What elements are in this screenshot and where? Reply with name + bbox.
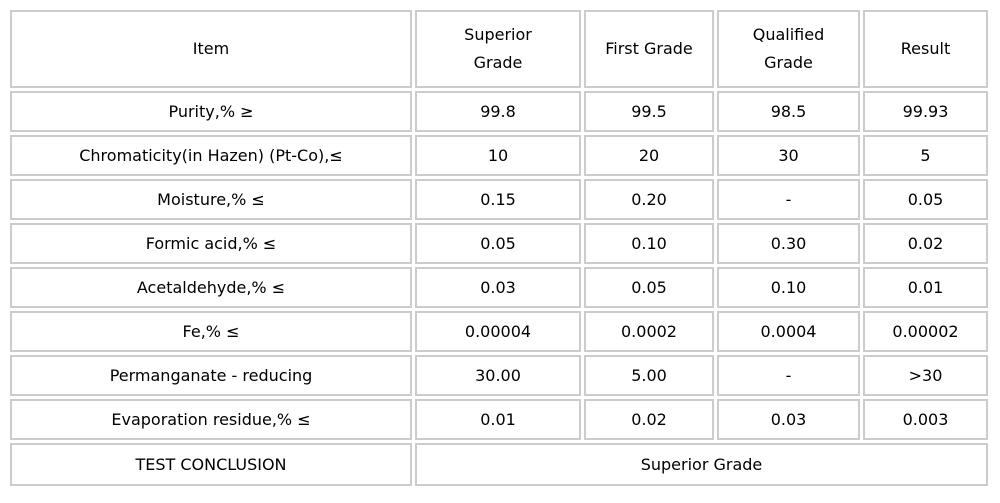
header-cell-item: Item xyxy=(10,10,412,88)
item-cell: Moisture,% ≤ xyxy=(10,179,412,220)
item-cell: Evaporation residue,% ≤ xyxy=(10,399,412,440)
value-cell: 0.00004 xyxy=(415,311,581,352)
value-cell: 30 xyxy=(717,135,860,176)
value-cell: 0.10 xyxy=(584,223,714,264)
value-cell: 0.0004 xyxy=(717,311,860,352)
item-cell: Formic acid,% ≤ xyxy=(10,223,412,264)
value-cell: 0.0002 xyxy=(584,311,714,352)
value-cell: 99.8 xyxy=(415,91,581,132)
value-cell: 0.05 xyxy=(415,223,581,264)
value-cell: 0.15 xyxy=(415,179,581,220)
value-cell: 0.003 xyxy=(863,399,988,440)
item-cell: Fe,% ≤ xyxy=(10,311,412,352)
value-cell: 0.30 xyxy=(717,223,860,264)
item-cell: Chromaticity(in Hazen) (Pt-Co),≤ xyxy=(10,135,412,176)
value-cell: 0.03 xyxy=(717,399,860,440)
quality-spec-table: Item Superior Grade First Grade Qualifie… xyxy=(7,7,991,489)
header-cell-superior-grade: Superior Grade xyxy=(415,10,581,88)
table-row-permanganate: Permanganate - reducing 30.00 5.00 - >30 xyxy=(10,355,988,396)
table-row-moisture: Moisture,% ≤ 0.15 0.20 - 0.05 xyxy=(10,179,988,220)
value-cell: 0.20 xyxy=(584,179,714,220)
value-cell: 0.01 xyxy=(415,399,581,440)
table-row-evaporation-residue: Evaporation residue,% ≤ 0.01 0.02 0.03 0… xyxy=(10,399,988,440)
page-body: Item Superior Grade First Grade Qualifie… xyxy=(7,7,991,489)
value-cell: 5.00 xyxy=(584,355,714,396)
table-row-fe: Fe,% ≤ 0.00004 0.0002 0.0004 0.00002 xyxy=(10,311,988,352)
table-row-acetaldehyde: Acetaldehyde,% ≤ 0.03 0.05 0.10 0.01 xyxy=(10,267,988,308)
value-cell: 20 xyxy=(584,135,714,176)
conclusion-value-cell: Superior Grade xyxy=(415,443,988,486)
value-cell: - xyxy=(717,179,860,220)
item-cell: Permanganate - reducing xyxy=(10,355,412,396)
table-row-purity: Purity,% ≥ 99.8 99.5 98.5 99.93 xyxy=(10,91,988,132)
conclusion-row: TEST CONCLUSION Superior Grade xyxy=(10,443,988,486)
value-cell: 0.02 xyxy=(863,223,988,264)
conclusion-label-cell: TEST CONCLUSION xyxy=(10,443,412,486)
value-cell: 0.03 xyxy=(415,267,581,308)
value-cell: 5 xyxy=(863,135,988,176)
value-cell: 0.10 xyxy=(717,267,860,308)
value-cell: 0.01 xyxy=(863,267,988,308)
header-cell-qualified-grade: Qualified Grade xyxy=(717,10,860,88)
value-cell: 0.05 xyxy=(863,179,988,220)
value-cell: - xyxy=(717,355,860,396)
value-cell: 10 xyxy=(415,135,581,176)
value-cell: 99.5 xyxy=(584,91,714,132)
table-row-formic-acid: Formic acid,% ≤ 0.05 0.10 0.30 0.02 xyxy=(10,223,988,264)
header-cell-result: Result xyxy=(863,10,988,88)
value-cell: 30.00 xyxy=(415,355,581,396)
value-cell: 0.02 xyxy=(584,399,714,440)
value-cell: 99.93 xyxy=(863,91,988,132)
value-cell: 0.05 xyxy=(584,267,714,308)
header-cell-first-grade: First Grade xyxy=(584,10,714,88)
table-row-chromaticity: Chromaticity(in Hazen) (Pt-Co),≤ 10 20 3… xyxy=(10,135,988,176)
value-cell: >30 xyxy=(863,355,988,396)
value-cell: 98.5 xyxy=(717,91,860,132)
header-row: Item Superior Grade First Grade Qualifie… xyxy=(10,10,988,88)
value-cell: 0.00002 xyxy=(863,311,988,352)
item-cell: Purity,% ≥ xyxy=(10,91,412,132)
item-cell: Acetaldehyde,% ≤ xyxy=(10,267,412,308)
